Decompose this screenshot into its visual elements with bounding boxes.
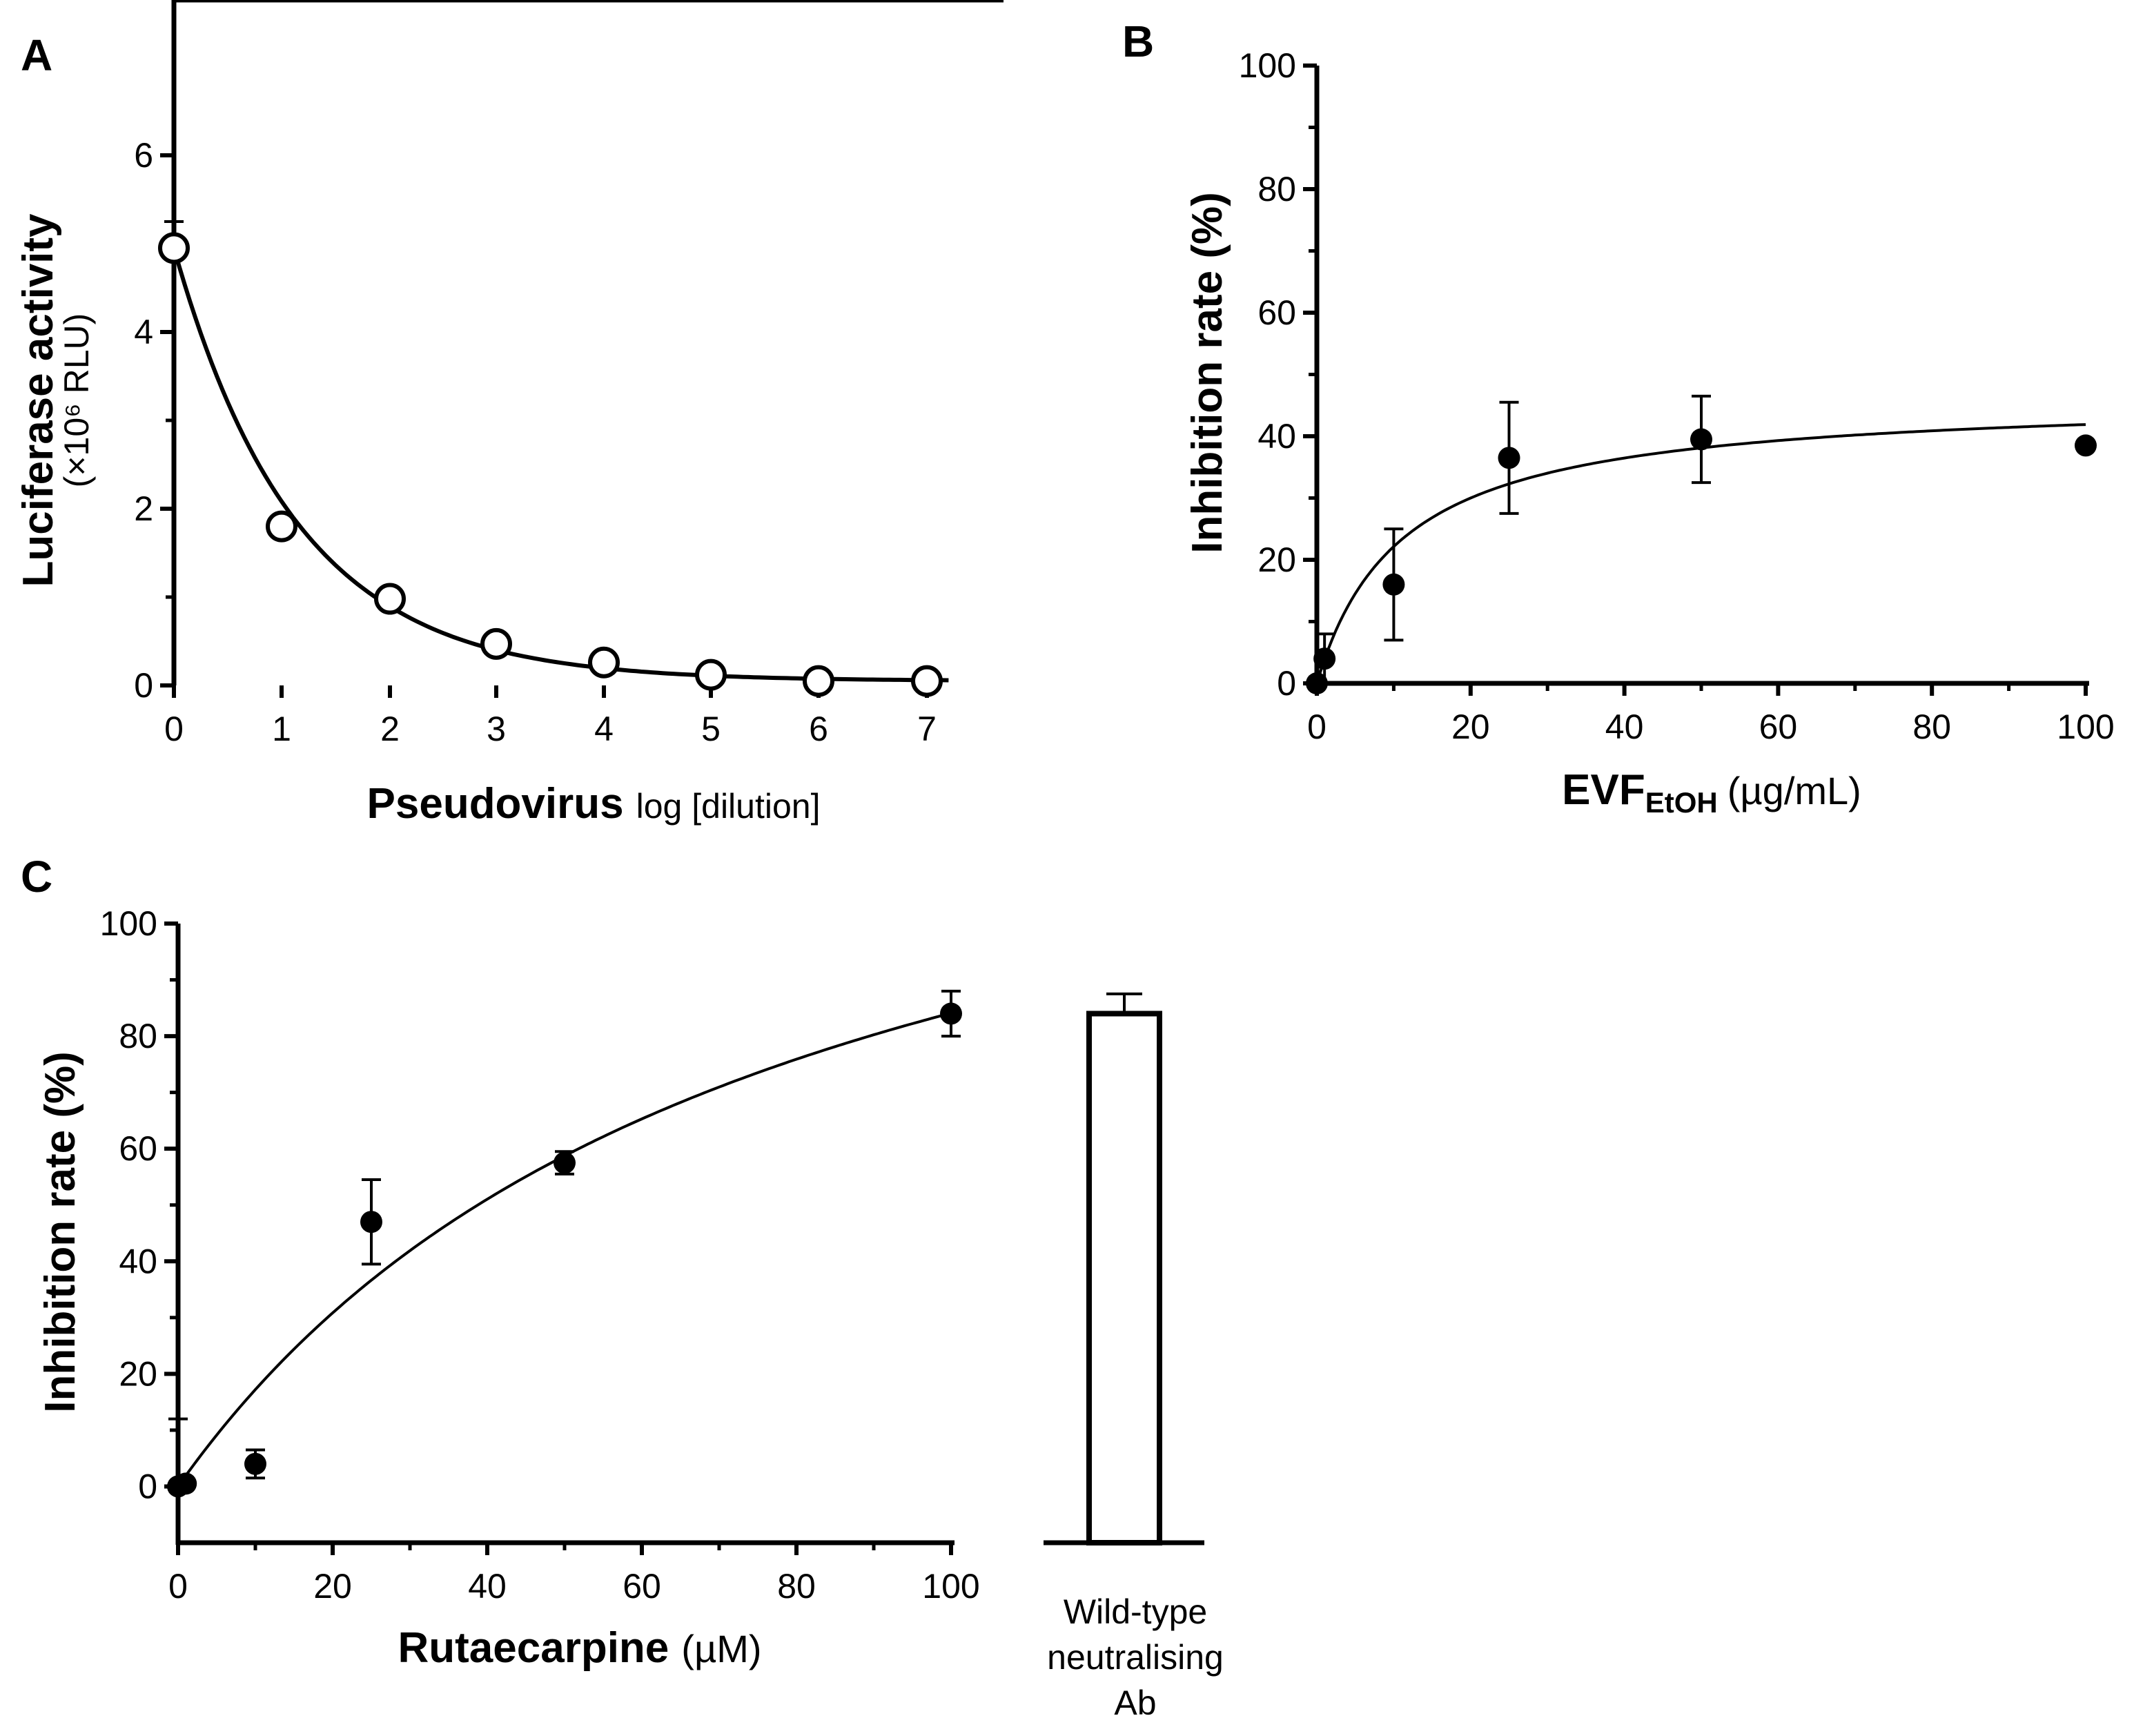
- x-tick-label: 20: [1451, 708, 1490, 746]
- panel-c-xlabel-bold: Rutaecarpine: [398, 1624, 669, 1672]
- panel-b-axes: [1314, 66, 2089, 686]
- bar-wild-type: [1086, 1011, 1162, 1546]
- panel-b-chart: 0 20 40 60 80 100 0 20 40 60 80 100 Inhibition rate…: [1184, 46, 2115, 819]
- x-tick-label: 4: [594, 710, 614, 748]
- data-point: [175, 1472, 197, 1495]
- panel-a-chart: 0 2 4 6 0 1 2 3 4 5 6 7 Luciferase activity (×10⁶ R…: [14, 0, 1004, 828]
- y-tick-label: 80: [119, 1017, 157, 1055]
- data-point: [158, 232, 190, 264]
- y-tick-label: 80: [1257, 170, 1296, 208]
- data-point: [911, 665, 943, 697]
- data-point: [588, 646, 620, 679]
- x-tick-label: 40: [1605, 708, 1644, 746]
- x-tick-label: 5: [701, 710, 721, 748]
- panel-a-xlabel-bold: Pseudovirus: [367, 780, 624, 828]
- panel-a-fit-curve: [172, 247, 949, 683]
- y-tick-label: 60: [119, 1129, 157, 1168]
- x-tick-label: 0: [1307, 708, 1327, 746]
- y-tick-label: 0: [138, 1467, 157, 1505]
- fit-line: [172, 247, 949, 683]
- x-tick-label: 100: [922, 1567, 979, 1606]
- panel-c-bar-group: [1044, 992, 1204, 1546]
- panel-a-ylabel-sub: (×10⁶ RLU): [57, 313, 96, 488]
- panel-label-b: B: [1122, 17, 1154, 66]
- panel-a-axes: [171, 0, 1004, 685]
- panel-label-a: A: [21, 30, 52, 80]
- y-tick-label: 40: [1257, 417, 1296, 456]
- x-tick-label: 40: [468, 1567, 507, 1606]
- y-tick-label: 20: [1257, 540, 1296, 579]
- panel-b-xlabel-main: EVF: [1562, 766, 1645, 814]
- x-tick-label: 7: [917, 710, 937, 748]
- panel-c-ylabel: Inhibition rate (%): [37, 1051, 84, 1413]
- panel-c-xlabel: Rutaecarpine (µM): [398, 1624, 761, 1672]
- data-point: [803, 665, 834, 697]
- x-tick-label: 60: [1759, 708, 1798, 746]
- panel-b-ticks: 0 20 40 60 80 100 0 20 40 60 80 100: [1239, 46, 2115, 746]
- panel-c-bar-label-1: Wild-type: [1064, 1592, 1207, 1631]
- panel-a-xlabel-rest: log [dilution]: [636, 787, 821, 826]
- panel-b-xlabel-sub: EtOH: [1645, 786, 1718, 819]
- data-point: [374, 583, 406, 615]
- x-tick-label: 100: [2057, 708, 2114, 746]
- panel-a-ticks: 0 2 4 6 0 1 2 3 4 5 6 7: [134, 136, 937, 748]
- y-tick-label: 40: [119, 1242, 157, 1280]
- panel-c-bar-label-2: neutralising: [1047, 1638, 1224, 1677]
- x-tick-label: 20: [313, 1567, 352, 1606]
- y-tick-label: 0: [1277, 664, 1296, 703]
- panel-c-points: [167, 989, 962, 1543]
- panel-a-ylabel: Luciferase activity: [14, 213, 62, 587]
- x-tick-label: 80: [777, 1567, 816, 1606]
- panel-b-xlabel: EVFEtOH (µg/mL): [1562, 766, 1861, 819]
- panel-c-chart: 0 20 40 60 80 100 0 20 40 60 80 100 Inhibition rate…: [37, 904, 1224, 1722]
- data-point: [1313, 647, 1336, 670]
- panel-a-xlabel: Pseudovirus log [dilution]: [367, 780, 821, 828]
- data-point: [1690, 428, 1712, 451]
- x-tick-label: 60: [623, 1567, 661, 1606]
- y-tick-label: 6: [134, 136, 153, 175]
- data-point: [554, 1151, 576, 1174]
- panel-c-bar-label-3: Ab: [1114, 1684, 1156, 1722]
- panel-a-points: [158, 220, 943, 697]
- panel-c-axes: [175, 924, 955, 1545]
- y-tick-label: 100: [1239, 46, 1296, 85]
- data-point: [2075, 434, 2097, 457]
- x-tick-label: 80: [1912, 708, 1951, 746]
- x-tick-label: 3: [487, 710, 506, 748]
- data-point: [480, 627, 512, 660]
- data-point: [244, 1452, 266, 1475]
- data-point: [266, 510, 297, 543]
- panel-b-xlabel-unit: (µg/mL): [1727, 769, 1861, 812]
- fit-line: [177, 1011, 952, 1488]
- y-tick-label: 0: [134, 666, 153, 705]
- y-tick-label: 4: [134, 313, 153, 351]
- y-tick-label: 100: [100, 904, 157, 943]
- x-tick-label: 6: [809, 710, 828, 748]
- panel-c-ticks: 0 20 40 60 80 100 0 20 40 60 80 100: [100, 904, 980, 1606]
- x-tick-label: 1: [272, 710, 291, 748]
- panel-c-xlabel-unit: (µM): [681, 1627, 761, 1670]
- x-tick-label: 2: [380, 710, 400, 748]
- data-point: [1498, 447, 1520, 469]
- panel-label-c: C: [21, 852, 52, 901]
- x-tick-label: 0: [164, 710, 184, 748]
- data-point: [1382, 573, 1405, 596]
- data-point: [360, 1211, 382, 1233]
- y-tick-label: 60: [1257, 293, 1296, 332]
- panel-b-ylabel: Inhibition rate (%): [1184, 192, 1231, 554]
- data-point: [695, 659, 727, 691]
- data-point: [940, 1002, 962, 1025]
- panel-c-fit-curve: [177, 1011, 952, 1488]
- panel-b-points: [1306, 394, 2097, 694]
- x-tick-label: 0: [168, 1567, 188, 1606]
- y-tick-label: 2: [134, 489, 153, 528]
- y-tick-label: 20: [119, 1354, 157, 1393]
